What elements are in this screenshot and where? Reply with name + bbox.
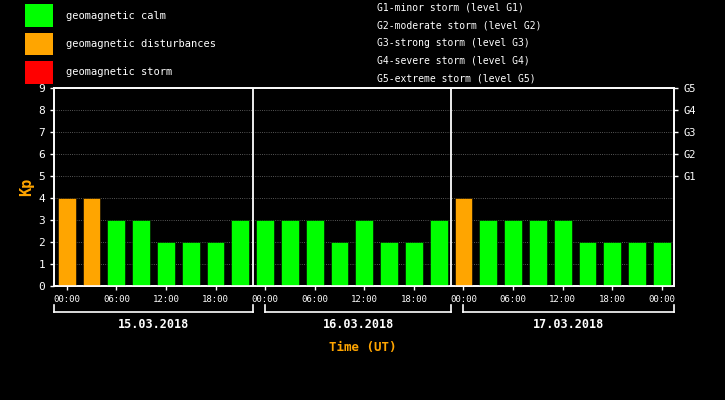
Bar (405, 242, 423, 286)
Bar (25, 4, 53, 27)
Text: G1-minor storm (level G1): G1-minor storm (level G1) (377, 3, 524, 13)
Bar (132, 220, 150, 286)
Text: G4-severe storm (level G4): G4-severe storm (level G4) (377, 56, 530, 66)
Text: geomagnetic disturbances: geomagnetic disturbances (66, 39, 216, 49)
Bar (430, 220, 447, 286)
Bar (157, 242, 175, 286)
Bar (306, 220, 323, 286)
Text: Time (UT): Time (UT) (328, 341, 397, 354)
Bar (83, 198, 101, 286)
Bar (107, 220, 125, 286)
Bar (653, 242, 671, 286)
Bar (58, 198, 75, 286)
Bar (355, 220, 373, 286)
Text: G3-strong storm (level G3): G3-strong storm (level G3) (377, 38, 530, 48)
Bar (554, 220, 571, 286)
Bar (504, 220, 522, 286)
Bar (182, 242, 199, 286)
Bar (579, 242, 597, 286)
Bar (628, 242, 646, 286)
Bar (529, 220, 547, 286)
Bar (256, 220, 274, 286)
Bar (281, 220, 299, 286)
Text: 15.03.2018: 15.03.2018 (118, 318, 189, 331)
Bar (231, 220, 249, 286)
Y-axis label: Kp: Kp (20, 178, 34, 196)
Bar (380, 242, 398, 286)
Text: geomagnetic storm: geomagnetic storm (66, 67, 173, 77)
Text: G2-moderate storm (level G2): G2-moderate storm (level G2) (377, 20, 542, 30)
Bar (455, 198, 473, 286)
Bar (25, 61, 53, 84)
Text: 16.03.2018: 16.03.2018 (323, 318, 394, 331)
Bar (331, 242, 349, 286)
Bar (479, 220, 497, 286)
Bar (25, 32, 53, 56)
Bar (603, 242, 621, 286)
Text: 17.03.2018: 17.03.2018 (534, 318, 605, 331)
Text: geomagnetic calm: geomagnetic calm (66, 11, 166, 21)
Text: G5-extreme storm (level G5): G5-extreme storm (level G5) (377, 73, 536, 83)
Bar (207, 242, 225, 286)
